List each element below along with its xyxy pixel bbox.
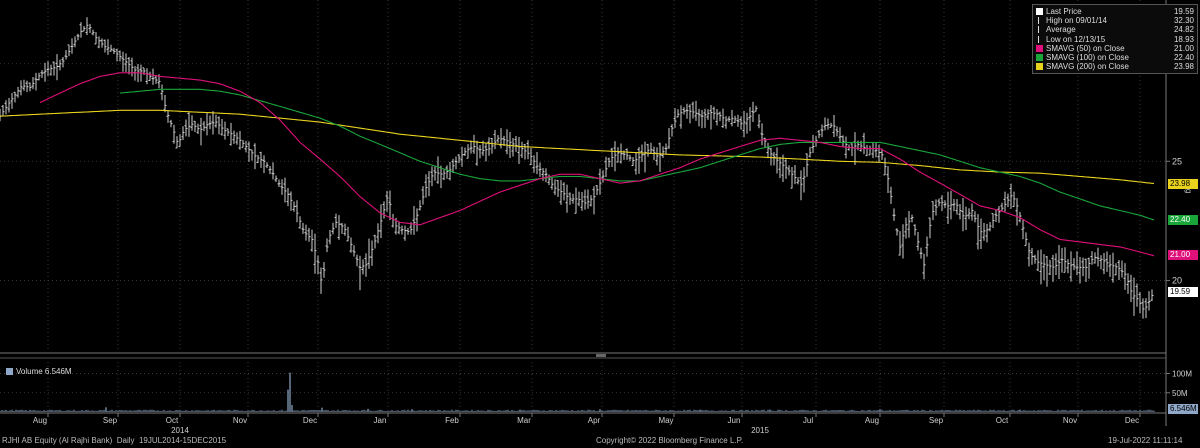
legend-text: Average bbox=[1046, 25, 1076, 35]
volume-tag: 6.546M bbox=[1168, 404, 1198, 414]
sma200-line bbox=[0, 109, 1155, 185]
x-month-label: Oct bbox=[996, 416, 1009, 425]
price-tag: 21.00 bbox=[1168, 249, 1198, 260]
legend-value: 22.40 bbox=[1173, 52, 1194, 62]
volume-swatch-icon bbox=[6, 368, 13, 375]
legend-value: 24.82 bbox=[1173, 25, 1194, 35]
price-tag: 19.59 bbox=[1168, 286, 1198, 297]
legend-entry: Average 24.82 bbox=[1036, 25, 1194, 34]
legend-text: High on 09/01/14 bbox=[1046, 16, 1107, 26]
x-month-label: Dec bbox=[303, 416, 317, 425]
volume-label: Volume 6.546M bbox=[16, 367, 72, 376]
legend-entry: SMAVG (200) on Close 23.98 bbox=[1036, 62, 1194, 71]
security-info: RJHI AB Equity (Al Rajhi Bank) Daily 19J… bbox=[2, 436, 226, 445]
marker-icon bbox=[1038, 35, 1043, 43]
legend-value: 32.30 bbox=[1173, 16, 1194, 26]
x-year-label: 2014 bbox=[171, 426, 189, 435]
date-range: 19JUL2014-15DEC2015 bbox=[138, 436, 227, 445]
frequency: Daily bbox=[116, 436, 135, 445]
marker-icon bbox=[1038, 26, 1043, 34]
legend-entry-label: SMAVG (50) on Close bbox=[1036, 44, 1125, 53]
x-month-label: Nov bbox=[233, 416, 247, 425]
color-swatch-icon bbox=[1036, 44, 1043, 52]
x-month-label: Feb bbox=[445, 416, 459, 425]
price-series bbox=[0, 17, 1154, 319]
volume-series bbox=[0, 372, 1155, 412]
x-month-label: May bbox=[658, 416, 673, 425]
legend-entry: SMAVG (50) on Close 21.00 bbox=[1036, 44, 1194, 53]
x-month-label: Aug bbox=[33, 416, 47, 425]
x-month-label: Dec bbox=[1125, 416, 1139, 425]
x-month-label: Sep bbox=[929, 416, 944, 425]
copyright: Copyright© 2022 Bloomberg Finance L.P. bbox=[596, 436, 744, 445]
y-tick-label: 20 bbox=[1172, 276, 1182, 286]
resize-handle bbox=[596, 354, 606, 357]
legend-entry: Last Price 19.59 bbox=[1036, 7, 1194, 16]
legend-entry-label: SMAVG (100) on Close bbox=[1036, 53, 1129, 62]
marker-icon bbox=[1038, 17, 1043, 25]
chart-frame bbox=[0, 0, 1167, 426]
price-tag: 22.40 bbox=[1168, 214, 1198, 225]
legend-entry-label: High on 09/01/14 bbox=[1036, 16, 1107, 25]
color-swatch-icon bbox=[1036, 63, 1043, 71]
volume-legend: Volume 6.546M bbox=[6, 367, 72, 376]
legend-entry-label: Low on 12/13/15 bbox=[1036, 35, 1105, 44]
x-month-label: Apr bbox=[588, 416, 601, 425]
legend-text: Last Price bbox=[1046, 7, 1082, 16]
volume-tick-label: 50M bbox=[1172, 389, 1188, 398]
legend-entry-label: Average bbox=[1036, 25, 1076, 34]
legend-value: 19.59 bbox=[1173, 7, 1194, 16]
x-month-label: Jul bbox=[803, 416, 813, 425]
x-month-label: Oct bbox=[166, 416, 179, 425]
x-month-label: Sep bbox=[103, 416, 118, 425]
legend-entry-label: Last Price bbox=[1036, 7, 1082, 16]
x-year-label: 2015 bbox=[751, 426, 769, 435]
x-month-label: Jan bbox=[374, 416, 387, 425]
legend-entry: High on 09/01/14 32.30 bbox=[1036, 16, 1194, 25]
legend-entry-label: SMAVG (200) on Close bbox=[1036, 62, 1129, 71]
legend-entry: SMAVG (100) on Close 22.40 bbox=[1036, 53, 1194, 62]
x-month-label: Jun bbox=[728, 416, 741, 425]
legend-value: 23.98 bbox=[1173, 62, 1194, 72]
x-month-label: Mar bbox=[517, 416, 531, 425]
legend-entry: Low on 12/13/15 18.93 bbox=[1036, 35, 1194, 44]
sma50-line bbox=[39, 72, 1155, 257]
legend-text: SMAVG (200) on Close bbox=[1046, 62, 1129, 72]
legend-value: 18.93 bbox=[1173, 34, 1194, 44]
x-month-label: Aug bbox=[865, 416, 879, 425]
x-month-label: Nov bbox=[1063, 416, 1077, 425]
legend-value: 21.00 bbox=[1173, 43, 1194, 53]
price-tag: 23.98 bbox=[1168, 178, 1198, 189]
security-name: RJHI AB Equity (Al Rajhi Bank) bbox=[2, 436, 113, 445]
legend-text: Low on 12/13/15 bbox=[1046, 34, 1106, 44]
chart-legend: Last Price 19.59 High on 09/01/14 32.30 Aver… bbox=[1032, 4, 1198, 75]
sma100-line bbox=[119, 88, 1155, 221]
color-swatch-icon bbox=[1036, 54, 1043, 62]
legend-text: SMAVG (100) on Close bbox=[1046, 52, 1129, 62]
marker-icon bbox=[1036, 8, 1043, 16]
legend-text: SMAVG (50) on Close bbox=[1046, 43, 1125, 53]
grid-lines bbox=[0, 0, 1166, 412]
volume-tick-label: 100M bbox=[1172, 370, 1192, 379]
timestamp: 19-Jul-2022 11:11:14 bbox=[1108, 436, 1183, 445]
y-tick-label: 25 bbox=[1172, 156, 1182, 166]
